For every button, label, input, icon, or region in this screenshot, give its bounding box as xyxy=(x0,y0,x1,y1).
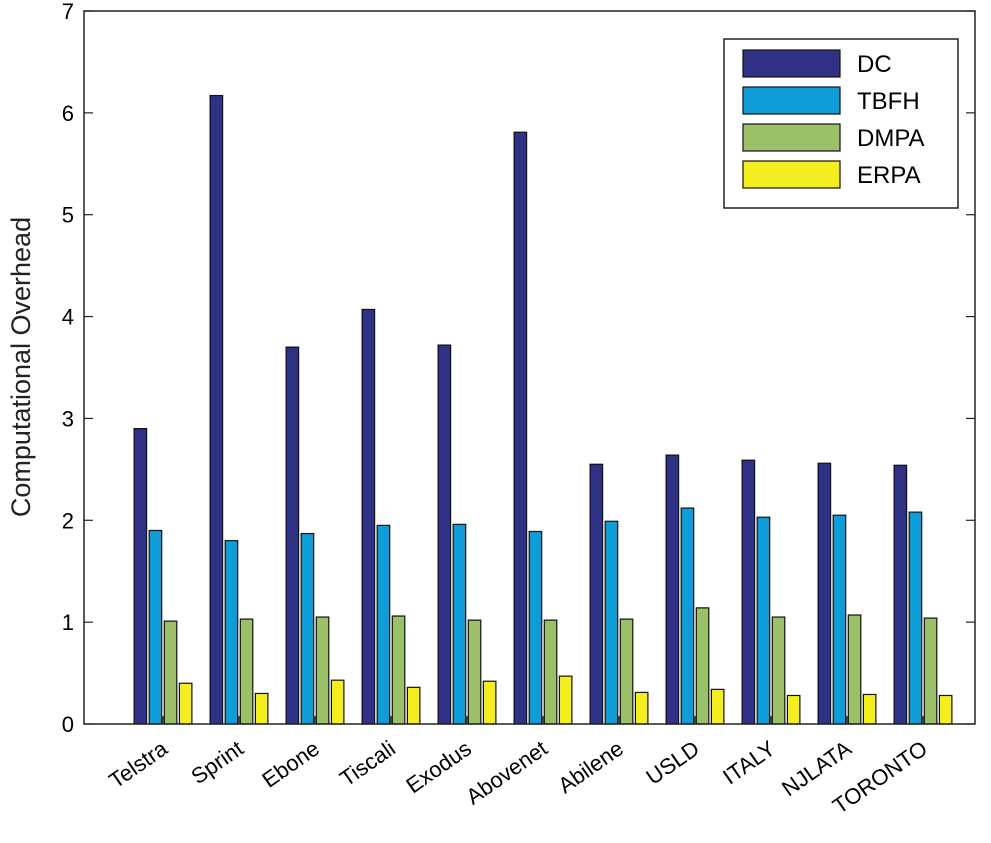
bar-erpa-toronto xyxy=(938,694,953,725)
y-axis-title: Computational Overhead xyxy=(6,217,36,517)
bar-erpa-usld xyxy=(710,688,725,725)
bar-tbfh-exodus xyxy=(452,523,467,725)
bar-dmpa-tiscali xyxy=(391,615,406,725)
bar-dmpa-toronto xyxy=(923,617,938,725)
legend-label-dc: DC xyxy=(857,51,892,78)
bar-dc-sprint xyxy=(209,94,224,725)
bar-tbfh-toronto xyxy=(908,511,923,725)
bar-tbfh-sprint xyxy=(224,540,239,725)
x-tick-label-italy: ITALY xyxy=(718,735,780,789)
bar-erpa-italy xyxy=(786,694,801,725)
y-tick-label-7: 7 xyxy=(62,0,74,24)
bar-dmpa-italy xyxy=(771,616,786,725)
x-tick-label-abovenet: Abovenet xyxy=(461,736,551,810)
bar-dmpa-sprint xyxy=(239,618,254,725)
bar-tbfh-usld xyxy=(680,507,695,725)
legend-swatch-erpa xyxy=(742,160,841,189)
bar-dmpa-abilene xyxy=(619,618,634,725)
x-tick-label-ebone: Ebone xyxy=(257,736,323,793)
bar-dc-exodus xyxy=(437,344,452,725)
bar-erpa-tiscali xyxy=(406,686,421,725)
bar-erpa-ebone xyxy=(330,679,345,725)
legend-swatch-tbfh xyxy=(742,86,841,115)
legend-swatch-dc xyxy=(742,49,841,78)
x-tick-label-usld: USLD xyxy=(641,736,703,790)
bar-erpa-exodus xyxy=(482,680,497,725)
bar-dc-abovenet xyxy=(513,131,528,725)
bar-erpa-abovenet xyxy=(558,675,573,725)
y-tick-label-6: 6 xyxy=(62,101,74,126)
bar-tbfh-abilene xyxy=(604,520,619,725)
bar-erpa-abilene xyxy=(634,691,649,725)
plot-frame xyxy=(83,10,976,725)
y-tick-label-5: 5 xyxy=(62,203,74,228)
legend-label-tbfh: TBFH xyxy=(857,88,920,115)
bar-tbfh-tiscali xyxy=(376,524,391,725)
y-tick-label-4: 4 xyxy=(62,305,74,330)
bar-dc-ebone xyxy=(285,346,300,725)
x-tick-label-abilene: Abilene xyxy=(553,736,627,799)
bar-erpa-telstra xyxy=(178,682,193,725)
y-tick-label-0: 0 xyxy=(62,712,74,737)
bar-tbfh-telstra xyxy=(148,529,163,725)
bar-tbfh-italy xyxy=(756,516,771,725)
y-tick-label-3: 3 xyxy=(62,406,74,431)
y-tick-label-2: 2 xyxy=(62,508,74,533)
x-tick-label-tiscali: Tiscali xyxy=(335,736,400,792)
bar-dmpa-exodus xyxy=(467,619,482,725)
bar-dc-usld xyxy=(665,454,680,725)
bar-dmpa-abovenet xyxy=(543,619,558,725)
bar-tbfh-njlata xyxy=(832,514,847,725)
y-tick-label-1: 1 xyxy=(62,610,74,635)
bar-tbfh-abovenet xyxy=(528,530,543,725)
legend-label-erpa: ERPA xyxy=(857,162,921,189)
legend: DC TBFH DMPA ERPA xyxy=(723,38,959,209)
bar-dc-telstra xyxy=(133,428,148,725)
bar-dmpa-njlata xyxy=(847,614,862,725)
legend-label-dmpa: DMPA xyxy=(857,125,925,152)
bar-erpa-sprint xyxy=(254,692,269,725)
bar-dc-italy xyxy=(741,459,756,725)
bar-dc-abilene xyxy=(589,463,604,725)
legend-swatch-dmpa xyxy=(742,123,841,152)
x-tick-label-telstra: Telstra xyxy=(104,735,172,793)
x-tick-label-sprint: Sprint xyxy=(186,736,247,789)
bar-dmpa-ebone xyxy=(315,616,330,725)
bar-tbfh-ebone xyxy=(300,532,315,725)
bar-dmpa-usld xyxy=(695,607,710,725)
bar-dc-toronto xyxy=(893,464,908,725)
bar-dc-tiscali xyxy=(361,308,376,725)
bar-erpa-njlata xyxy=(862,693,877,725)
bar-dmpa-telstra xyxy=(163,620,178,725)
ticks-layer xyxy=(84,10,975,725)
bars-layer xyxy=(133,94,953,725)
bar-dc-njlata xyxy=(817,462,832,725)
